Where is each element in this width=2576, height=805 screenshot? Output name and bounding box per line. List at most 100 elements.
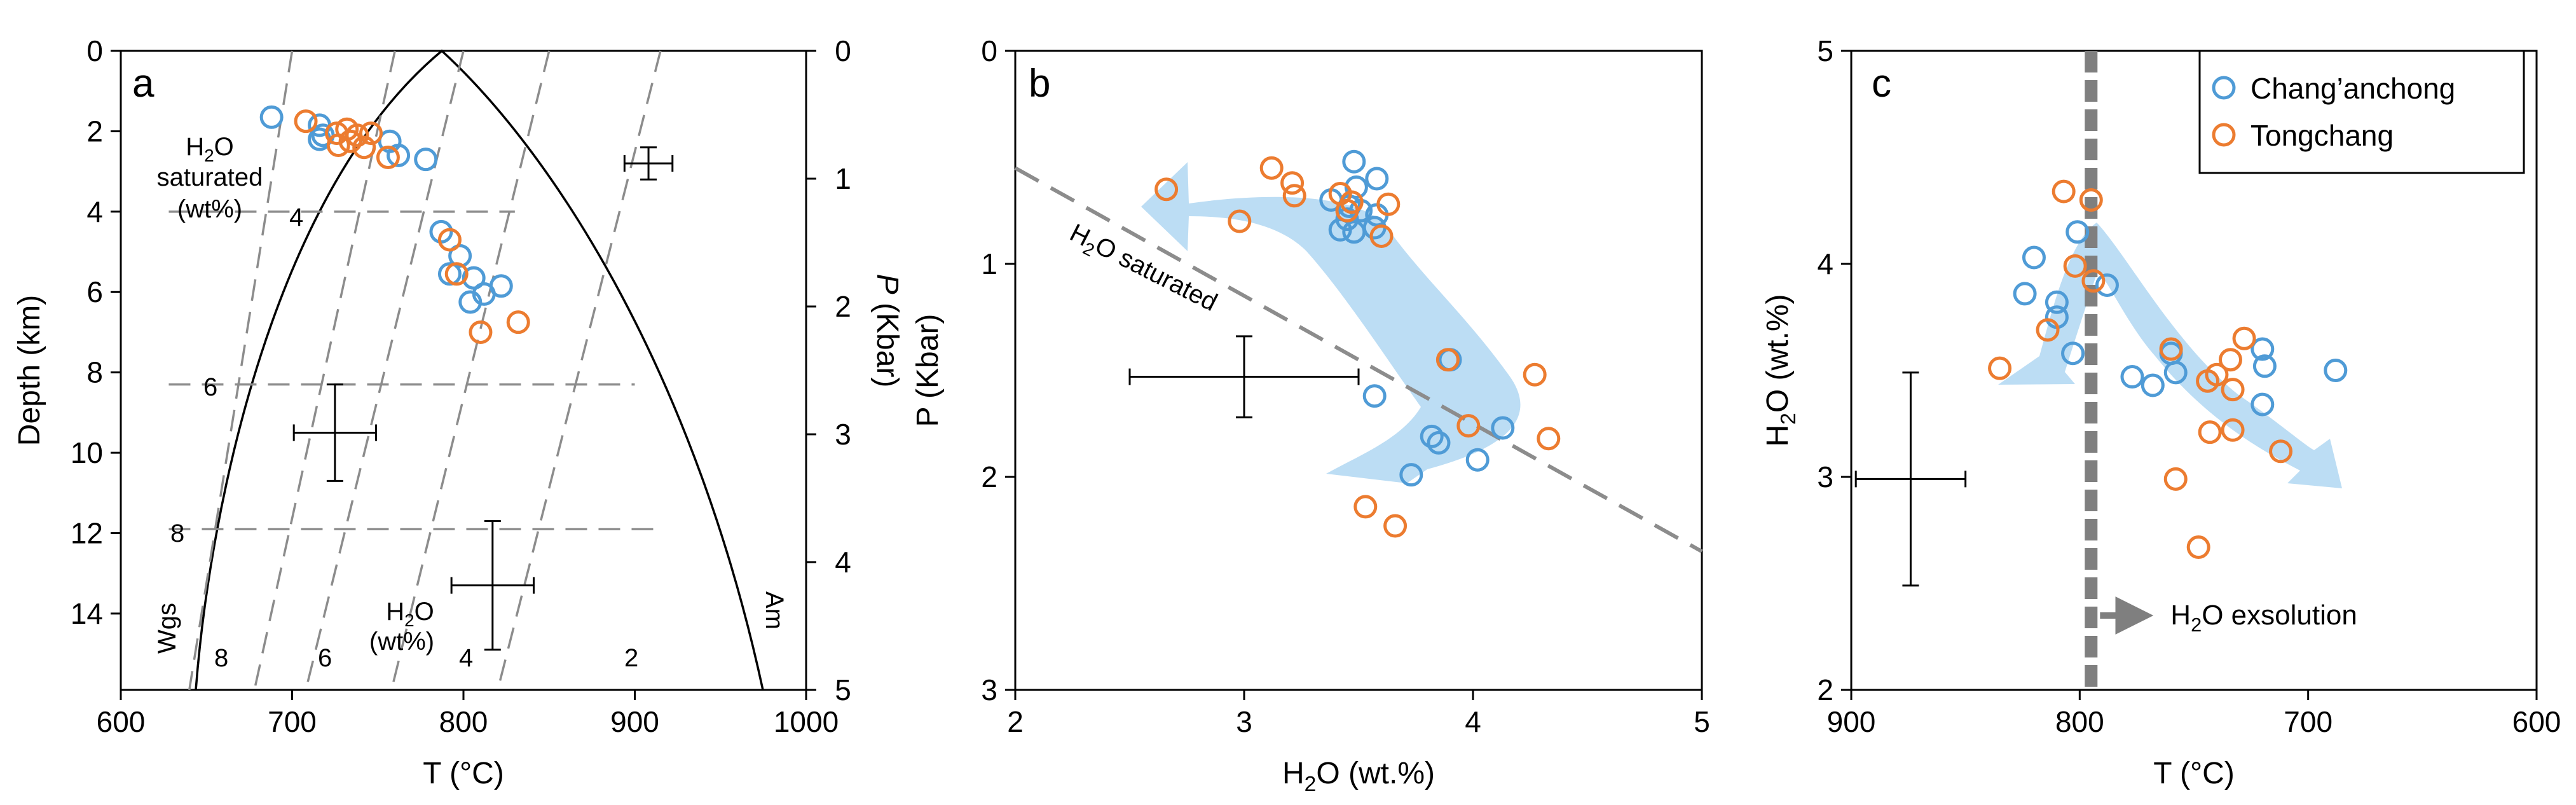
point-changanchong bbox=[1465, 448, 1490, 472]
isopleth-label: 6 bbox=[318, 644, 332, 672]
x-tick-label: 5 bbox=[1694, 705, 1710, 738]
trend-arrow bbox=[1141, 162, 1521, 483]
panel-label: c bbox=[1872, 62, 1891, 106]
annotation-h2o-exsolution: H2O exsolution bbox=[2170, 600, 2357, 636]
point-tongchang bbox=[294, 109, 318, 134]
plot-frame bbox=[1014, 50, 1703, 691]
x-axis-title-part: O (wt.%) bbox=[1316, 757, 1435, 790]
plot-frame bbox=[1850, 50, 2538, 691]
point-tongchang bbox=[352, 135, 376, 160]
isopleth-line bbox=[390, 50, 551, 691]
annotation-h2o-exsolution-part: H bbox=[2170, 600, 2191, 631]
point-tongchang bbox=[2221, 378, 2245, 402]
y-tick-label-right: 5 bbox=[835, 673, 851, 706]
point-tongchang bbox=[2159, 337, 2183, 361]
y-tick-label-right: 1 bbox=[835, 162, 851, 195]
isopleth-line bbox=[188, 50, 294, 691]
isobar-label: 4 bbox=[289, 203, 303, 231]
point-changanchong bbox=[2141, 373, 2165, 397]
x-axis-title-part: H bbox=[1282, 757, 1305, 790]
y-tick-label: 2 bbox=[86, 114, 103, 148]
point-changanchong bbox=[2251, 392, 2275, 416]
point-tongchang bbox=[1282, 184, 1306, 208]
annotation-wt-unit: (wt%) bbox=[369, 628, 434, 656]
x-tick-label: 900 bbox=[610, 705, 659, 738]
point-tongchang bbox=[1523, 362, 1547, 387]
annotation-h2o-exsolution-subscript: 2 bbox=[2191, 614, 2202, 636]
point-changanchong bbox=[259, 105, 284, 129]
point-changanchong bbox=[2066, 220, 2090, 244]
y-axis-title-right: P (Kbar) bbox=[870, 274, 904, 388]
annotation-h2o-saturated: H2O bbox=[186, 133, 234, 165]
x-tick-label: 1000 bbox=[774, 705, 839, 738]
point-changanchong bbox=[2163, 361, 2188, 385]
y-axis-title: Depth (km) bbox=[13, 295, 46, 446]
legend-box bbox=[2198, 50, 2525, 174]
pressure-symbol: P bbox=[870, 274, 904, 294]
point-tongchang bbox=[1335, 198, 1359, 223]
point-tongchang bbox=[1537, 427, 1561, 451]
panel-label: b bbox=[1029, 62, 1050, 106]
point-tongchang bbox=[376, 146, 400, 169]
point-changanchong bbox=[1399, 463, 1423, 487]
x-tick-label: 2 bbox=[1007, 705, 1024, 738]
x-tick-label: 800 bbox=[2055, 705, 2104, 738]
y-axis-title-part: O (wt.%) bbox=[1761, 294, 1795, 413]
point-changanchong bbox=[2324, 359, 2348, 382]
point-tongchang bbox=[2081, 269, 2106, 293]
point-tongchang bbox=[2079, 188, 2103, 212]
point-tongchang bbox=[1259, 156, 1284, 180]
point-changanchong bbox=[2251, 337, 2275, 361]
annotation-h2o-wt: H2O bbox=[386, 598, 434, 630]
x-tick-label: 600 bbox=[2512, 705, 2561, 738]
point-tongchang bbox=[1383, 514, 1408, 538]
point-changanchong bbox=[1362, 384, 1387, 408]
annotation-h2o-saturated-subscript: 2 bbox=[204, 146, 214, 165]
annotation-h2o-saturated-part: O bbox=[214, 133, 234, 161]
point-tongchang bbox=[2163, 467, 2188, 491]
point-tongchang bbox=[1376, 192, 1401, 216]
annotation-wt-unit: (wt%) bbox=[177, 195, 242, 223]
h2o-saturation-line bbox=[1014, 166, 1703, 553]
annotation-saturated-word: saturated bbox=[157, 163, 263, 191]
point-changanchong bbox=[1420, 424, 1444, 448]
point-tongchang bbox=[1435, 348, 1460, 372]
x-tick-label: 600 bbox=[97, 705, 146, 738]
point-tongchang bbox=[2198, 420, 2222, 444]
point-tongchang bbox=[2052, 179, 2076, 203]
x-axis-title: H2O (wt.%) bbox=[1282, 757, 1435, 796]
solidus-curve bbox=[195, 49, 764, 691]
point-tongchang bbox=[345, 123, 369, 148]
point-changanchong bbox=[1365, 167, 1389, 191]
point-changanchong bbox=[1342, 149, 1366, 174]
point-changanchong bbox=[1491, 416, 1515, 440]
point-tongchang bbox=[1456, 414, 1481, 438]
annotation-h2o-wt-subscript: 2 bbox=[404, 610, 414, 630]
point-tongchang bbox=[506, 310, 530, 334]
point-changanchong bbox=[1427, 430, 1451, 455]
y-tick-label-right: 2 bbox=[835, 290, 851, 323]
point-tongchang bbox=[2036, 318, 2060, 342]
x-axis-title: T (°C) bbox=[423, 757, 504, 790]
point-changanchong bbox=[437, 262, 462, 286]
legend: Chang’anchong Tongchang bbox=[2198, 50, 2525, 174]
x-axis-title-subscript: 2 bbox=[1305, 773, 1317, 796]
point-changanchong bbox=[2252, 354, 2277, 378]
legend-label-changanchong: Chang’anchong bbox=[2251, 72, 2455, 105]
y-tick-label: 4 bbox=[1817, 247, 1833, 280]
point-tongchang bbox=[437, 228, 462, 252]
y-tick-label: 8 bbox=[86, 356, 103, 389]
label-wgs: Wgs bbox=[153, 603, 181, 654]
y-tick-label: 4 bbox=[86, 195, 103, 228]
x-tick-label: 3 bbox=[1236, 705, 1252, 738]
isopleth-label: 4 bbox=[459, 644, 473, 672]
isopleth-label: 8 bbox=[214, 644, 228, 672]
point-changanchong bbox=[2061, 341, 2085, 366]
x-tick-label: 4 bbox=[1465, 705, 1481, 738]
point-tongchang bbox=[359, 121, 383, 146]
point-changanchong bbox=[2120, 365, 2144, 389]
y-tick-label-right: 4 bbox=[835, 546, 851, 579]
y-axis-title-part: H bbox=[1761, 425, 1795, 447]
y-tick-label: 14 bbox=[71, 597, 103, 630]
